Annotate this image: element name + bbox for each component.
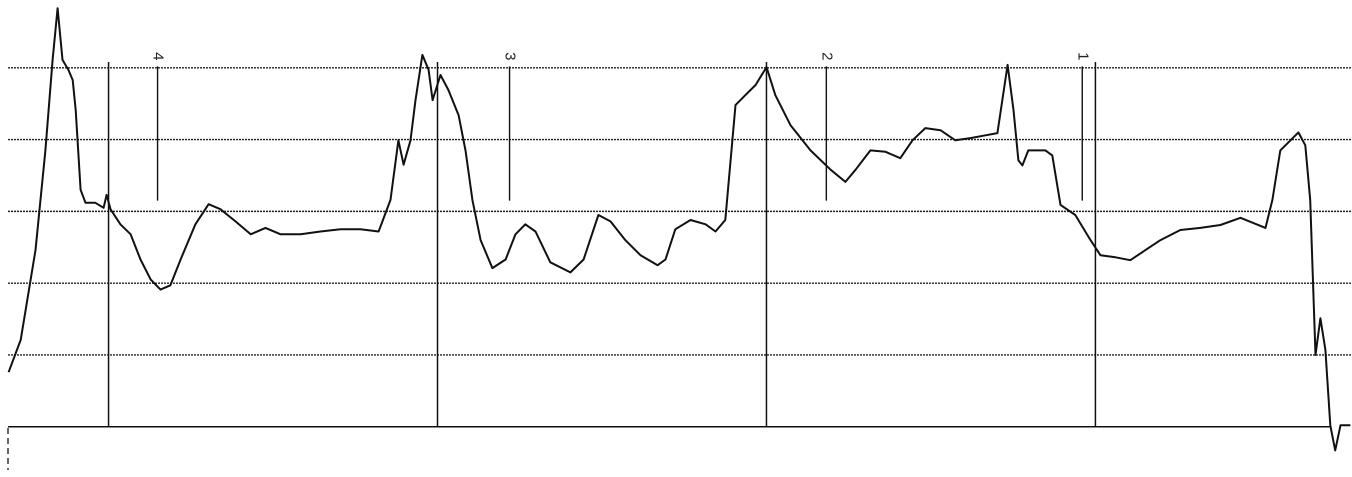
trace-line — [7, 7, 1351, 452]
marker-label: 2 — [818, 52, 835, 60]
marker-label: 1 — [1074, 52, 1091, 60]
marker-label: 3 — [502, 52, 519, 60]
marker-label: 4 — [150, 52, 167, 60]
